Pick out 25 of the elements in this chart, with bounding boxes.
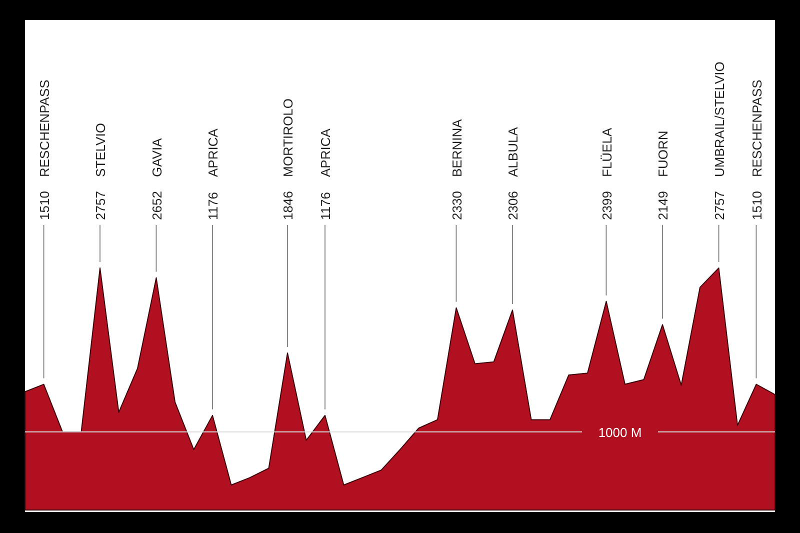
data-label: 2330 <box>449 191 464 220</box>
data-label: 2757 <box>93 191 108 220</box>
x-tick-label: MORTIROLO <box>280 98 296 177</box>
data-label: 1176 <box>318 192 333 220</box>
data-label: 2399 <box>599 191 614 220</box>
data-label: 1846 <box>280 191 296 220</box>
data-label: 1176 <box>206 192 220 220</box>
data-label: 2757 <box>712 191 727 220</box>
x-tick-label: STELVIO <box>93 123 108 177</box>
data-label: 1510 <box>749 191 764 220</box>
x-tick-label: APRICA <box>318 128 333 177</box>
data-label: 1510 <box>36 191 52 220</box>
x-tick-label: UMBRAIL/STELVIO <box>712 62 727 177</box>
data-label: 2306 <box>506 191 520 220</box>
x-tick-label: GAVIA <box>149 138 164 177</box>
ref-line-label: 1000 M <box>598 424 642 440</box>
x-tick-label: RESCHENPASS <box>749 79 764 177</box>
x-tick-label: ALBULA <box>506 126 520 177</box>
x-tick-label: RESCHENPASS <box>36 79 52 177</box>
x-tick-label: BERNINA <box>449 118 464 177</box>
data-label: 2652 <box>149 191 164 220</box>
data-label: 2149 <box>656 191 670 220</box>
x-tick-label: APRICA <box>206 128 220 177</box>
x-tick-label: FLÜELA <box>599 128 614 177</box>
x-tick-label: FUORN <box>656 130 670 177</box>
